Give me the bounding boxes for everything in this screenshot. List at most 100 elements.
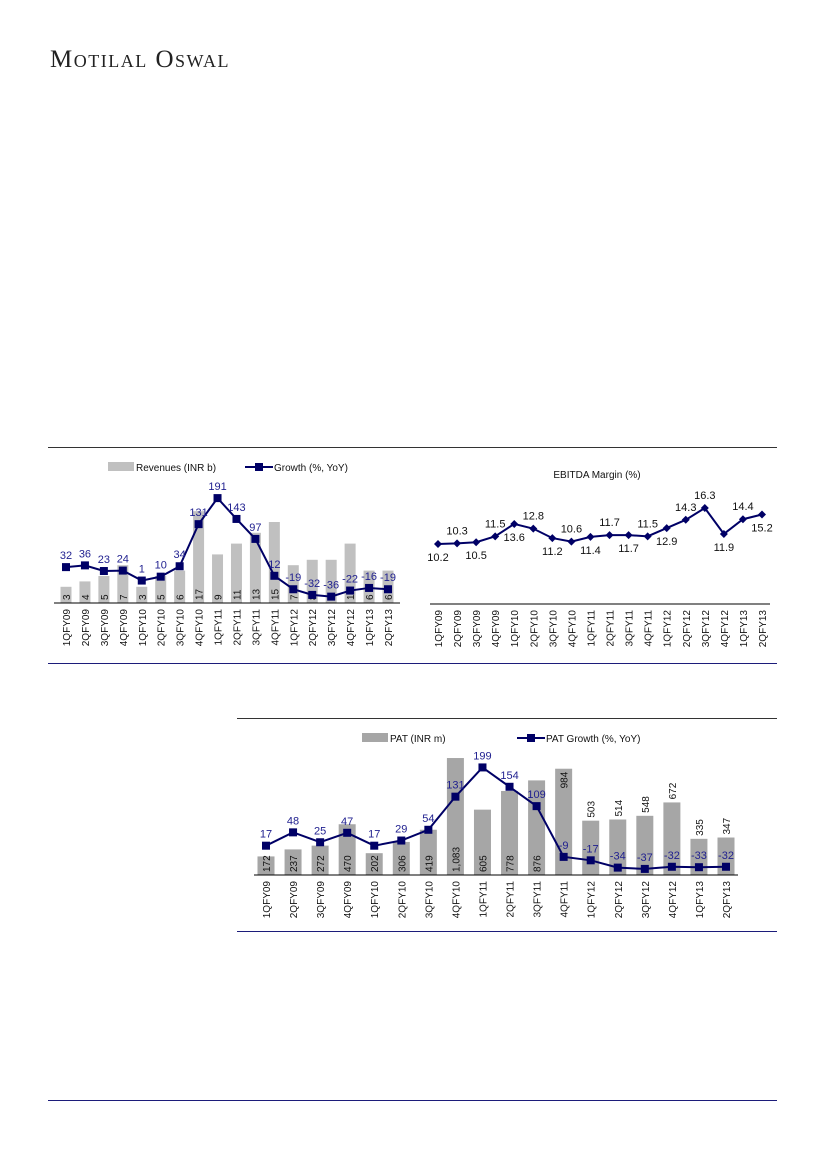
pat-growth-marker bbox=[640, 864, 649, 873]
ebitda-value-label: 15.2 bbox=[751, 523, 772, 535]
revenue-growth-marker bbox=[175, 562, 184, 571]
pat-x-tick: 4QFY11 bbox=[560, 881, 571, 918]
ebitda-x-tick: 4QFY12 bbox=[720, 610, 731, 648]
pat-growth-label: 48 bbox=[287, 815, 299, 827]
revenue-x-tick: 1QFY12 bbox=[289, 609, 300, 647]
pat-growth-label: 25 bbox=[314, 825, 326, 837]
pat-x-tick: 1QFY12 bbox=[587, 881, 598, 919]
pat-x-tick: 3QFY12 bbox=[641, 881, 652, 919]
revenue-bar bbox=[287, 565, 299, 603]
pat-growth-marker bbox=[559, 852, 568, 861]
pat-x-tick: 2QFY10 bbox=[397, 881, 408, 919]
pat-bar bbox=[311, 845, 329, 875]
pat-growth-label: 47 bbox=[341, 816, 353, 828]
ebitda-marker bbox=[529, 524, 538, 533]
ebitda-x-tick: 4QFY09 bbox=[491, 610, 502, 648]
pat-bar-value-label: 335 bbox=[695, 819, 706, 836]
legend-bar-label: PAT (INR m) bbox=[390, 734, 446, 745]
motilal-oswal-logo: Motilal Oswal bbox=[50, 46, 231, 73]
revenue-bar-value-label: 5 bbox=[100, 594, 111, 600]
pat-growth-marker bbox=[532, 802, 541, 811]
revenue-growth-label: 10 bbox=[155, 560, 167, 572]
pat-x-tick: 3QFY10 bbox=[424, 881, 435, 919]
pat-growth-marker bbox=[370, 841, 379, 850]
revenue-x-tick: 3QFY10 bbox=[176, 609, 187, 647]
ebitda-value-label: 11.5 bbox=[637, 518, 658, 530]
revenue-x-tick: 3QFY09 bbox=[100, 609, 111, 647]
revenue-growth-marker bbox=[80, 561, 89, 570]
ebitda-value-label: 11.2 bbox=[542, 546, 563, 558]
pat-x-tick: 2QFY12 bbox=[614, 881, 625, 919]
ebitda-value-label: 10.3 bbox=[446, 525, 467, 537]
revenue-x-tick: 2QFY09 bbox=[81, 609, 92, 647]
revenue-bar bbox=[306, 559, 318, 603]
revenue-bar-value-label: 6 bbox=[384, 594, 395, 600]
ebitda-marker bbox=[700, 504, 709, 513]
revenue-growth-label: 97 bbox=[249, 522, 261, 534]
revenue-growth-label: 32 bbox=[60, 550, 72, 562]
ebitda-marker bbox=[491, 532, 500, 541]
revenue-growth-marker bbox=[308, 590, 317, 599]
revenue-x-tick: 2QFY12 bbox=[308, 609, 319, 647]
revenue-growth-marker bbox=[194, 520, 203, 529]
ebitda-value-label: 12.8 bbox=[523, 511, 544, 523]
chart-row-bottom-rule bbox=[48, 663, 777, 664]
revenue-x-tick: 4QFY10 bbox=[195, 609, 206, 647]
ebitda-x-tick: 1QFY11 bbox=[586, 610, 597, 647]
ebitda-x-tick: 3QFY09 bbox=[472, 610, 483, 648]
pat-x-tick: 2QFY13 bbox=[722, 881, 733, 919]
legend-line-label: Growth (%, YoY) bbox=[274, 463, 348, 474]
revenue-bar-value-label: 7 bbox=[119, 594, 130, 600]
pat-growth-label: 17 bbox=[368, 829, 380, 841]
pat-growth-marker bbox=[722, 862, 730, 871]
revenue-x-tick: 1QFY10 bbox=[138, 609, 149, 647]
revenue-x-tick: 4QFY09 bbox=[119, 609, 130, 647]
ebitda-value-label: 14.3 bbox=[675, 502, 696, 514]
pat-x-tick: 3QFY09 bbox=[316, 881, 327, 919]
revenue-bar bbox=[174, 570, 186, 603]
revenue-x-tick: 1QFY13 bbox=[365, 609, 376, 647]
ebitda-value-label: 11.4 bbox=[580, 545, 601, 557]
revenue-growth-label: -32 bbox=[304, 578, 320, 590]
pat-growth-marker bbox=[505, 782, 514, 791]
pat-growth-marker bbox=[613, 863, 622, 872]
pat-bar bbox=[501, 790, 519, 875]
pat-bar-value-label: 470 bbox=[343, 855, 354, 872]
pat-x-tick: 4QFY09 bbox=[343, 881, 354, 919]
revenue-growth-label: -22 bbox=[342, 574, 358, 586]
revenue-growth-label: -19 bbox=[380, 572, 396, 584]
revenue-x-tick: 2QFY13 bbox=[384, 609, 395, 647]
pat-growth-marker bbox=[424, 825, 433, 834]
pat-growth-label: 154 bbox=[500, 770, 518, 782]
pat-growth-marker bbox=[397, 836, 406, 845]
pat-growth-label: -17 bbox=[583, 843, 599, 855]
pat-growth-marker bbox=[451, 792, 460, 801]
pat-bar-value-label: 202 bbox=[370, 855, 381, 872]
pat-growth-label: 17 bbox=[260, 829, 272, 841]
revenue-bar-value-label: 9 bbox=[214, 594, 225, 600]
pat-chart-bottom-rule bbox=[237, 931, 777, 932]
revenue-bar bbox=[230, 543, 242, 603]
revenue-growth-label: 12 bbox=[268, 559, 280, 571]
ebitda-x-tick: 3QFY11 bbox=[625, 610, 636, 647]
revenue-growth-label: -16 bbox=[361, 571, 377, 583]
legend-bar-label: Revenues (INR b) bbox=[136, 463, 216, 474]
pat-growth-label: -32 bbox=[718, 850, 734, 862]
revenue-bar-value-label: 6 bbox=[176, 594, 187, 600]
ebitda-x-tick: 3QFY12 bbox=[701, 610, 712, 648]
revenue-bar-value-label: 13 bbox=[251, 588, 262, 600]
ebitda-x-tick: 3QFY10 bbox=[548, 610, 559, 648]
legend-line-marker bbox=[255, 463, 263, 471]
ebitda-marker bbox=[605, 531, 614, 540]
pat-bar bbox=[717, 837, 735, 875]
ebitda-marker bbox=[548, 534, 557, 543]
ebitda-value-label: 10.5 bbox=[465, 550, 486, 562]
pat-growth-label: -9 bbox=[559, 840, 569, 852]
pat-bar-value-label: 984 bbox=[560, 771, 571, 788]
pat-bar-value-label: 172 bbox=[262, 855, 273, 872]
legend-line-marker bbox=[527, 734, 535, 742]
revenue-x-tick: 1QFY11 bbox=[214, 609, 225, 646]
revenue-x-tick: 4QFY11 bbox=[270, 609, 281, 646]
revenue-bar-value-label: 7 bbox=[289, 594, 300, 600]
